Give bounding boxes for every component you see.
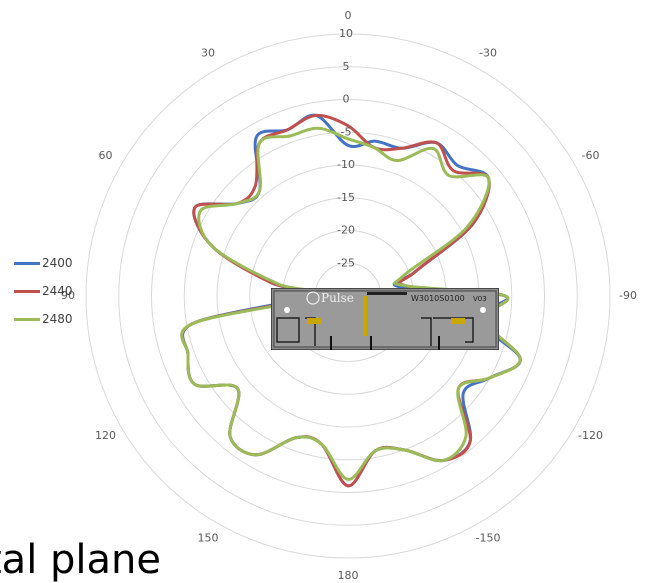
legend-item: 2480 (14, 310, 73, 328)
angle-tick-label: 180 (338, 569, 359, 580)
angle-tick-label: -60 (582, 149, 600, 162)
angle-tick-label: 120 (95, 429, 116, 442)
radial-tick-label: -25 (337, 256, 355, 269)
pulse-logo-icon (306, 291, 320, 305)
legend-label: 2480 (42, 312, 73, 326)
grid-ring (183, 131, 513, 461)
module-part-number: W3010S0100 (411, 294, 465, 303)
angle-tick-label: 150 (198, 531, 219, 544)
grid-ring (151, 99, 545, 493)
radial-tick-label: -5 (341, 125, 352, 138)
legend-swatch-2400 (14, 261, 40, 265)
radial-tick-label: -20 (337, 224, 355, 237)
legend-item: 2440 (14, 282, 73, 300)
grid-ring (118, 66, 578, 526)
grid-ring (85, 33, 611, 559)
angle-tick-label: -90 (619, 289, 637, 302)
angle-tick-label: -30 (479, 47, 497, 60)
series-layer (180, 113, 522, 488)
series-line-2440 (180, 113, 522, 488)
legend-label: 2400 (42, 256, 73, 270)
radial-tick-label: -10 (337, 158, 355, 171)
legend-swatch-2480 (14, 317, 40, 321)
angle-tick-label: -120 (578, 429, 603, 442)
module-rev: V03 (473, 295, 487, 303)
caption-text: tal plane (0, 537, 161, 583)
angle-tick-label: -150 (476, 531, 501, 544)
antenna-module-image: Pulse W3010S0100 V03 (271, 288, 499, 350)
angle-tick-label: 90 (61, 289, 75, 302)
angle-tick-label: 60 (99, 149, 113, 162)
radial-tick-label: -15 (337, 191, 355, 204)
radial-tick-label: 0 (343, 93, 350, 106)
radial-tick-label: 5 (343, 60, 350, 73)
legend: 2400 2440 2480 (14, 254, 73, 338)
tick-labels: -25 -20 -15 -10 -5 0 5 10 0 -30 -60 -90 -120 -150 180 1… (61, 9, 637, 580)
legend-item: 2400 (14, 254, 73, 272)
module-brand: Pulse (321, 291, 354, 305)
legend-swatch-2440 (14, 289, 40, 293)
legend-label: 2440 (42, 284, 73, 298)
angle-tick-label: 0 (345, 9, 352, 22)
radial-tick-label: 10 (339, 27, 353, 40)
series-line-2480 (180, 126, 522, 481)
angle-tick-label: 30 (201, 47, 215, 60)
